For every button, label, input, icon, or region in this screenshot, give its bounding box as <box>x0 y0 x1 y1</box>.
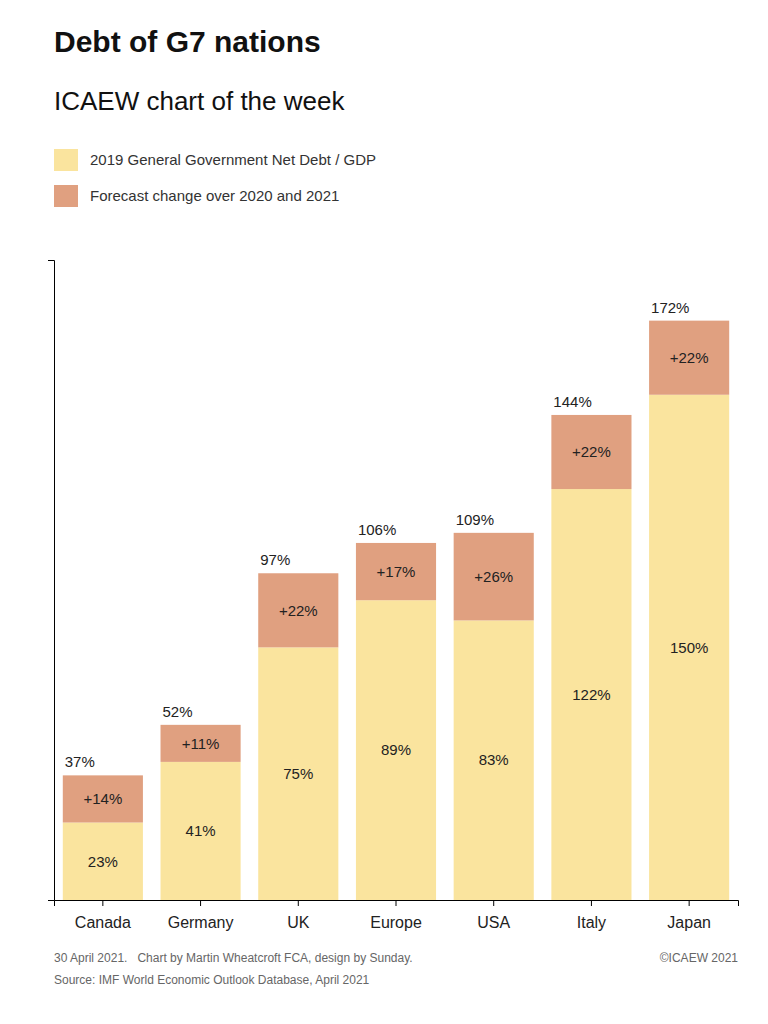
x-tick-mark <box>493 900 494 906</box>
footer-note: ©ICAEW 2021 <box>660 951 739 965</box>
x-tick-mark <box>591 900 592 906</box>
data-label: 150% <box>670 639 708 656</box>
bar <box>649 321 729 395</box>
data-label: 89% <box>381 741 411 758</box>
y-axis-line <box>48 261 55 901</box>
x-tick-mark <box>200 900 201 906</box>
legend-label: Forecast change over 2020 and 2021 <box>90 187 339 204</box>
data-label: +14% <box>83 790 122 807</box>
x-tick-label: Japan <box>667 914 711 931</box>
legend-swatch <box>54 149 78 171</box>
data-label: 41% <box>186 822 216 839</box>
data-labels: 23% 41% 75% 89% 83% 122% 150% +14% +11% +22% +17% +… <box>65 299 709 870</box>
x-tick-label: Italy <box>577 914 606 931</box>
footer-note: 30 April 2021. Chart by Martin Wheatcrof… <box>54 951 413 965</box>
bar <box>649 395 729 900</box>
bar <box>63 775 143 822</box>
x-tick-label: Europe <box>370 914 422 931</box>
x-tick-label: Germany <box>168 914 234 931</box>
data-label: 83% <box>479 751 509 768</box>
total-label: 106% <box>358 521 396 538</box>
x-tick: Europe <box>370 900 422 931</box>
total-label: 144% <box>553 393 591 410</box>
x-tick: Japan <box>667 900 711 931</box>
bar <box>161 725 241 762</box>
data-label: +22% <box>572 443 611 460</box>
total-label: 52% <box>163 703 193 720</box>
x-tick-label: USA <box>477 914 510 931</box>
x-tick: Germany <box>168 900 234 931</box>
data-label: +11% <box>182 735 220 752</box>
x-tick-label: UK <box>287 914 310 931</box>
x-tick-label: Canada <box>75 914 131 931</box>
x-tick-mark <box>689 900 690 906</box>
x-tick-mark <box>396 900 397 906</box>
data-label: +22% <box>670 349 709 366</box>
bar <box>258 573 338 647</box>
x-axis: Canada Germany UK Europe USA Italy Japan <box>55 900 739 931</box>
bar <box>356 600 436 900</box>
legend-swatch <box>54 185 78 207</box>
bar <box>551 415 631 489</box>
legend: 2019 General Government Net Debt / GDP Fo… <box>54 149 376 207</box>
x-tick: Canada <box>75 900 131 931</box>
bar <box>258 647 338 900</box>
x-tick: UK <box>287 900 310 931</box>
bar <box>454 533 534 621</box>
data-label: 122% <box>572 686 610 703</box>
x-tick-mark <box>102 900 103 906</box>
data-label: +26% <box>474 568 513 585</box>
bar <box>454 620 534 900</box>
x-tick: Italy <box>577 900 606 931</box>
bar <box>161 762 241 900</box>
bar <box>63 823 143 900</box>
total-label: 37% <box>65 753 95 770</box>
footer-note: Source: IMF World Economic Outlook Datab… <box>54 973 370 987</box>
series <box>63 395 729 900</box>
data-label: 23% <box>88 853 118 870</box>
total-label: 97% <box>260 551 290 568</box>
y-axis <box>48 261 55 901</box>
series <box>63 321 729 823</box>
legend-label: 2019 General Government Net Debt / GDP <box>90 151 376 168</box>
data-label: +22% <box>279 602 318 619</box>
data-label: +17% <box>377 563 416 580</box>
x-tick-mark <box>298 900 299 906</box>
subtitle: ICAEW chart of the week <box>54 86 345 116</box>
data-label: 75% <box>283 765 313 782</box>
legend-item: 2019 General Government Net Debt / GDP <box>54 149 376 171</box>
x-tick: USA <box>477 900 510 931</box>
legend-item: Forecast change over 2020 and 2021 <box>54 185 339 207</box>
x-axis-line <box>55 901 739 907</box>
bar <box>356 543 436 600</box>
total-label: 109% <box>456 511 494 528</box>
plot: 23% 41% 75% 89% 83% 122% 150% +14% +11% +22% +17% +… <box>48 261 739 932</box>
bar <box>551 489 631 900</box>
chart: Debt of G7 nations ICAEW chart of the wee… <box>0 0 768 1024</box>
title: Debt of G7 nations <box>54 25 321 58</box>
total-label: 172% <box>651 299 689 316</box>
bars <box>63 321 729 900</box>
